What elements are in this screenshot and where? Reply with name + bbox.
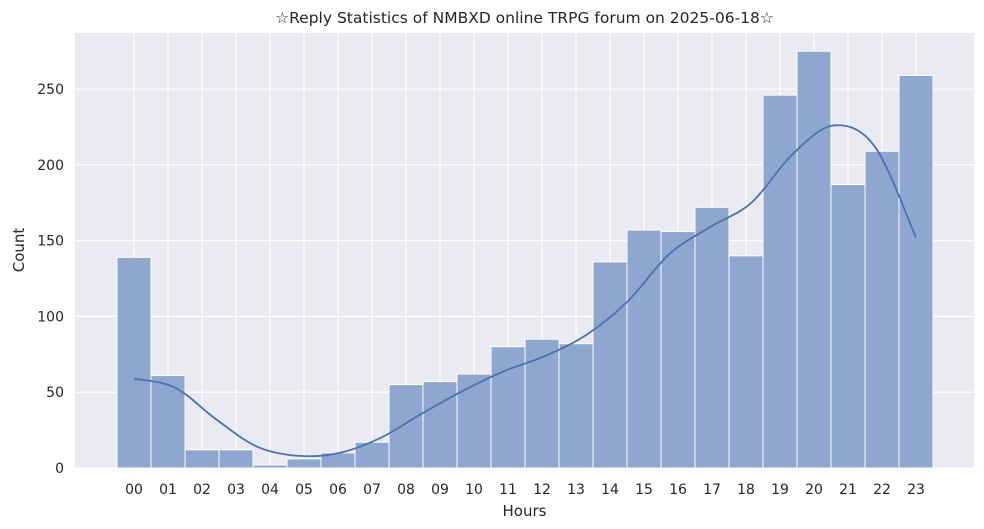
x-tick-label: 23 <box>907 482 925 498</box>
chart-title: ☆Reply Statistics of NMBXD online TRPG f… <box>275 9 774 27</box>
y-tick-label: 50 <box>46 385 64 401</box>
x-tick-label: 10 <box>465 482 483 498</box>
bar-hour-08 <box>388 384 424 469</box>
x-tick-label: 07 <box>363 482 381 498</box>
bar-hour-03 <box>218 449 254 469</box>
x-tick-label: 12 <box>533 482 551 498</box>
y-tick-label: 250 <box>37 82 64 98</box>
x-tick-label: 17 <box>703 482 721 498</box>
x-tick-label: 18 <box>737 482 755 498</box>
bar-hour-09 <box>422 381 458 469</box>
bar-hour-02 <box>184 449 220 469</box>
bar-hour-23 <box>898 74 934 469</box>
y-tick-label: 100 <box>37 309 64 325</box>
x-tick-label: 19 <box>771 482 789 498</box>
x-tick-label: 22 <box>873 482 891 498</box>
x-tick-label: 16 <box>669 482 687 498</box>
x-tick-label: 08 <box>397 482 415 498</box>
x-tick-label: 01 <box>159 482 177 498</box>
bar-hour-21 <box>830 184 866 469</box>
bar-hour-17 <box>694 206 730 469</box>
bar-hour-20 <box>796 50 832 469</box>
bar-hour-11 <box>490 346 526 469</box>
bar-hour-22 <box>864 150 900 469</box>
x-tick-label: 02 <box>193 482 211 498</box>
x-tick-label: 11 <box>499 482 517 498</box>
x-tick-label: 20 <box>805 482 823 498</box>
x-tick-label: 15 <box>635 482 653 498</box>
x-tick-label: 03 <box>227 482 245 498</box>
bar-hour-10 <box>456 373 492 469</box>
bar-hour-12 <box>524 338 560 469</box>
kde-curve <box>133 124 917 458</box>
y-tick-label: 0 <box>55 461 64 477</box>
bar-hour-05 <box>286 458 322 469</box>
x-tick-label: 00 <box>125 482 143 498</box>
bar-hour-16 <box>660 231 696 469</box>
y-tick-labels: 0 50 100 150 200 250 <box>37 82 64 477</box>
y-tick-label: 200 <box>37 158 64 174</box>
x-tick-label: 09 <box>431 482 449 498</box>
x-axis-label: Hours <box>503 502 547 520</box>
x-tick-label: 13 <box>567 482 585 498</box>
x-tick-label: 14 <box>601 482 619 498</box>
y-tick-label: 150 <box>37 234 64 250</box>
bar-hour-04 <box>252 464 288 469</box>
bar-hour-18 <box>728 255 764 469</box>
x-tick-labels: 00 01 02 03 04 05 06 07 08 09 10 11 12 13 14 15 16 17 18 19… <box>125 482 925 498</box>
x-tick-label: 21 <box>839 482 857 498</box>
x-tick-label: 05 <box>295 482 313 498</box>
bar-hour-00 <box>116 256 152 469</box>
x-tick-label: 04 <box>261 482 279 498</box>
bar-hour-19 <box>762 94 798 469</box>
bar-hour-14 <box>592 261 628 469</box>
bar-hour-13 <box>558 343 594 469</box>
bar-hour-15 <box>626 229 662 469</box>
bars <box>116 50 934 469</box>
x-tick-label: 06 <box>329 482 347 498</box>
y-axis-label: Count <box>10 228 28 273</box>
